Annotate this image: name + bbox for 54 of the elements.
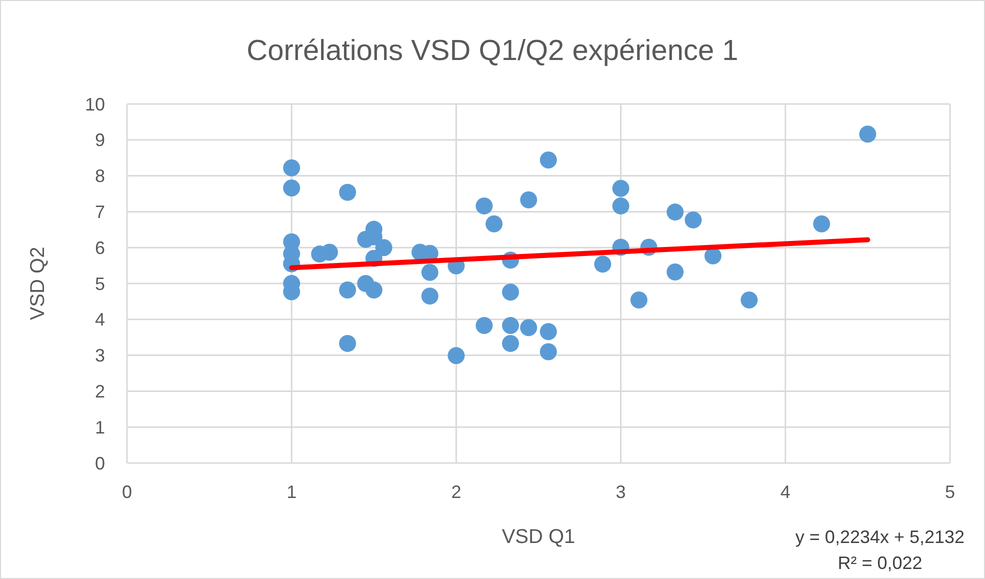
- point: [540, 323, 557, 340]
- x-tick-label: 3: [616, 482, 626, 502]
- point: [339, 184, 356, 201]
- x-tick-label: 1: [286, 482, 297, 502]
- y-tick-label: 6: [94, 238, 105, 258]
- point: [612, 197, 630, 214]
- point: [859, 126, 876, 143]
- y-tick-label: 4: [94, 310, 105, 330]
- point: [486, 215, 503, 232]
- point: [502, 317, 520, 334]
- y-tick-label: 2: [94, 382, 105, 402]
- y-tick-label: 8: [94, 166, 105, 186]
- y-tick-label: 10: [84, 94, 105, 114]
- x-tick-label: 2: [451, 482, 462, 502]
- y-tick-label: 7: [94, 202, 105, 222]
- point: [339, 281, 356, 298]
- point: [375, 239, 392, 256]
- y-axis-title: VSD Q2: [27, 246, 49, 320]
- x-axis-title: VSD Q1: [502, 526, 576, 548]
- text: R² = 0,022: [838, 553, 922, 573]
- y-tick-label: 9: [94, 130, 105, 150]
- point: [339, 334, 356, 352]
- point: [502, 284, 520, 301]
- point: [520, 319, 538, 336]
- point: [666, 264, 684, 281]
- chart-title: Corrélations VSD Q1/Q2 expérience 1: [246, 35, 738, 67]
- point: [283, 159, 300, 176]
- x-tick-label: 5: [944, 482, 956, 502]
- point: [283, 180, 300, 197]
- point: [540, 343, 557, 360]
- x-tick-label: 0: [122, 482, 132, 502]
- point: [421, 288, 438, 305]
- y-tick-label: 1: [94, 417, 105, 438]
- point: [813, 215, 830, 232]
- point: [540, 152, 557, 169]
- x-tick-label: 4: [780, 482, 790, 502]
- point: [476, 197, 493, 214]
- point: [476, 317, 493, 334]
- y-tick-label: 3: [94, 346, 105, 366]
- y-tick-label: 0: [94, 453, 105, 474]
- point: [365, 281, 382, 298]
- point: [520, 191, 538, 208]
- y-tick-label: 5: [94, 274, 105, 294]
- point: [630, 292, 648, 309]
- point: [502, 334, 520, 352]
- point: [448, 347, 465, 364]
- point: [421, 264, 438, 281]
- point: [666, 204, 684, 221]
- point: [740, 292, 758, 309]
- point: [704, 247, 722, 264]
- point: [594, 256, 612, 273]
- point: [684, 211, 702, 228]
- point: [612, 180, 630, 197]
- text: y = 0,2234x + 5,2132: [795, 527, 965, 547]
